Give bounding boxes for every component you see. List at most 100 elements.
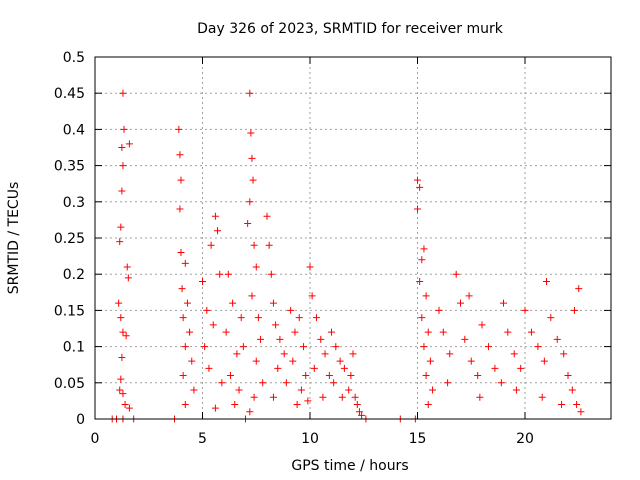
data-point [247,129,255,137]
data-point [188,357,196,365]
y-tick-label: 0.35 [54,159,85,175]
data-point [351,393,359,401]
grid-layer [95,57,611,419]
data-point [349,350,357,358]
data-point [119,328,127,336]
data-point [476,393,484,401]
data-points [108,89,585,423]
data-point [310,364,318,372]
x-tick-label: 15 [409,431,427,447]
y-tick-label: 0.2 [63,267,85,283]
data-point [203,306,211,314]
data-point [347,372,355,380]
data-point [575,285,583,293]
data-point [312,314,320,322]
data-point [287,306,295,314]
data-point [446,350,454,358]
data-point [250,393,258,401]
data-point [125,140,133,148]
data-point [420,343,428,351]
data-point [560,350,568,358]
data-point [491,364,499,372]
data-point [577,408,585,416]
data-point [267,270,275,278]
data-point [120,125,128,133]
data-point [214,227,222,235]
data-point [231,401,239,409]
y-axis-label: SRMTID / TECUs [6,182,22,295]
data-point [414,176,421,184]
data-point [119,390,127,398]
data-point [353,401,361,409]
data-point [269,393,277,401]
data-point [252,357,260,365]
data-point [222,328,230,336]
data-point [424,401,432,409]
data-point [122,332,130,340]
data-point [435,306,443,314]
data-point [461,335,469,343]
data-point [547,314,555,322]
data-point [216,270,224,278]
x-tick-label: 20 [516,431,534,447]
data-point [300,343,308,351]
x-tick-label: 5 [198,431,207,447]
data-point [497,379,505,387]
data-point [474,372,482,380]
data-point [175,125,183,133]
data-point [209,321,217,329]
data-point [226,372,234,380]
data-point [252,263,260,271]
data-point [484,343,492,351]
data-point [304,397,312,405]
data-point [325,372,333,380]
y-tick-label: 0.1 [63,340,85,356]
data-point [512,386,520,394]
data-point [418,314,426,322]
data-point [259,379,267,387]
data-point [321,350,329,358]
data-point [295,314,303,322]
y-tick-label: 0.25 [54,231,85,247]
data-point [420,245,428,253]
data-point [422,372,430,380]
data-point [179,372,187,380]
y-tick-label: 0.4 [63,122,85,138]
data-point [355,408,363,416]
data-point [570,306,578,314]
data-point [125,404,133,412]
data-point [293,401,301,409]
data-point [543,277,550,285]
data-point [211,212,219,220]
data-point [269,299,277,307]
data-point [573,401,581,409]
data-point [233,350,241,358]
data-point [117,314,125,322]
data-point [418,256,426,264]
data-point [444,379,452,387]
data-point [246,89,254,97]
data-point [276,335,284,343]
data-point [478,321,486,329]
data-point [416,183,424,191]
data-point [424,328,432,336]
data-point [118,187,126,195]
data-point [248,154,256,162]
data-point [517,364,525,372]
data-point [538,393,546,401]
data-point [201,343,209,351]
data-point [211,404,219,412]
data-point [257,335,265,343]
axis-ticks: 0 0.05 0.1 0.15 0.2 0.25 0.3 0.35 0.4 0.45 0.5 0 5 10… [54,50,611,447]
data-point [118,144,126,151]
data-point [338,393,346,401]
data-point [239,343,247,351]
data-point [564,372,572,380]
x-tick-label: 10 [301,431,319,447]
data-point [457,299,464,307]
data-point [205,364,213,372]
data-point [190,386,198,394]
data-point [119,89,127,97]
data-point [119,162,127,170]
